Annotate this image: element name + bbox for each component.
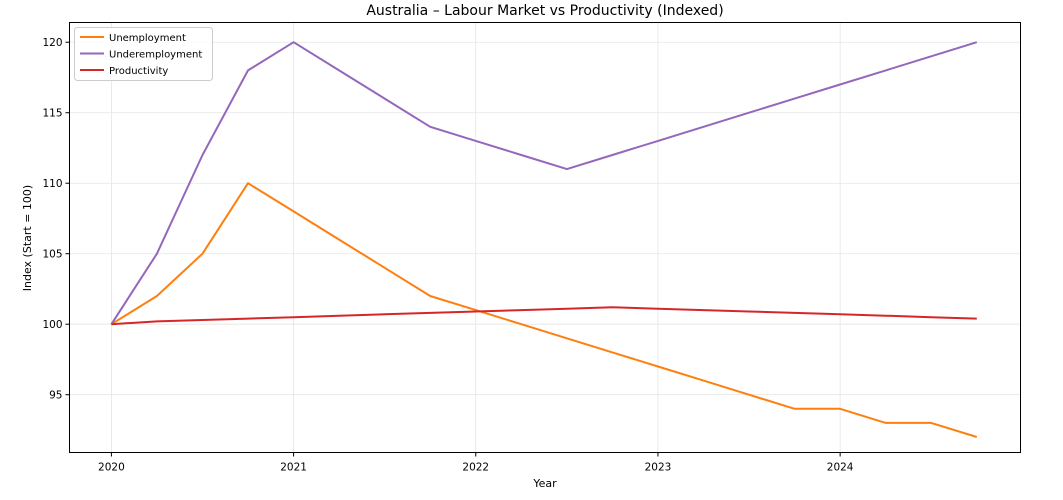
legend-label: Unemployment	[109, 33, 186, 44]
legend-box	[74, 27, 213, 81]
y-tick-label: 115	[42, 108, 62, 120]
y-tick-label: 120	[42, 37, 62, 49]
x-tick-label: 2021	[280, 462, 307, 474]
x-tick-label: 2022	[462, 462, 489, 474]
grid	[69, 22, 1021, 453]
x-tick-label: 2020	[98, 462, 125, 474]
y-tick-label: 110	[42, 178, 62, 190]
series-group	[110, 41, 978, 438]
y-tick-label: 95	[49, 390, 62, 402]
series-line-unemployment	[110, 182, 978, 438]
y-tick-label: 100	[42, 319, 62, 331]
chart-title: Australia – Labour Market vs Productivit…	[366, 3, 723, 19]
x-axis: 2020 2021 2022 2023 2024	[98, 452, 854, 474]
legend-label: Productivity	[109, 66, 168, 77]
legend-label: Underemployment	[109, 50, 202, 61]
legend: Unemployment Underemployment Productivity	[74, 27, 213, 81]
x-axis-label: Year	[532, 477, 557, 490]
y-tick-label: 105	[42, 249, 62, 261]
plot-frame	[69, 22, 1021, 453]
x-tick-label: 2024	[827, 462, 854, 474]
x-tick-label: 2023	[645, 462, 672, 474]
y-axis: 95 100 105 110 115 120	[42, 37, 70, 402]
series-line-productivity	[111, 306, 977, 326]
y-axis-label: Index (Start = 100)	[21, 185, 34, 291]
series-line-underemployment	[110, 41, 978, 325]
